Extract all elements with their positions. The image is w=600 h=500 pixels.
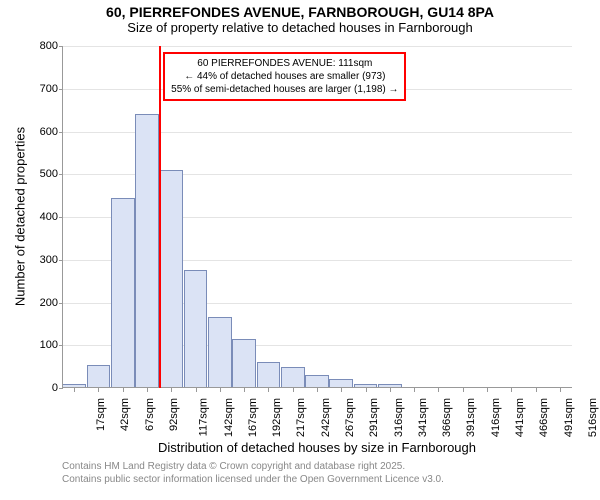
- bar: [135, 114, 159, 388]
- x-tick-mark: [74, 388, 75, 392]
- bar: [111, 198, 135, 388]
- x-tick-label: 142sqm: [223, 398, 235, 437]
- x-tick-mark: [171, 388, 172, 392]
- footer-line2: Contains public sector information licen…: [62, 473, 444, 486]
- y-tick-label: 700: [2, 83, 58, 95]
- chart-title: 60, PIERREFONDES AVENUE, FARNBOROUGH, GU…: [0, 0, 600, 20]
- y-tick-label: 200: [2, 297, 58, 309]
- x-tick-mark: [463, 388, 464, 392]
- y-tick-mark: [59, 132, 63, 133]
- x-tick-label: 366sqm: [441, 398, 453, 437]
- x-tick-mark: [511, 388, 512, 392]
- x-tick-label: 416sqm: [490, 398, 502, 437]
- y-tick-label: 800: [2, 40, 58, 52]
- y-tick-mark: [59, 89, 63, 90]
- x-tick-mark: [560, 388, 561, 392]
- x-tick-label: 491sqm: [563, 398, 575, 437]
- x-tick-label: 441sqm: [514, 398, 526, 437]
- y-tick-mark: [59, 46, 63, 47]
- x-tick-mark: [220, 388, 221, 392]
- bar: [184, 270, 208, 388]
- x-tick-label: 92sqm: [168, 398, 180, 431]
- x-tick-mark: [414, 388, 415, 392]
- x-axis-labels: 17sqm 42sqm 67sqm 92sqm 117sqm 142sqm 167sqm 19…: [62, 388, 572, 448]
- x-tick-label: 117sqm: [198, 398, 210, 436]
- y-axis-title: Number of detached properties: [13, 117, 28, 317]
- callout-line3: 55% of semi-detached houses are larger (…: [171, 83, 398, 96]
- bar: [159, 170, 183, 388]
- callout-line: [159, 46, 161, 388]
- x-tick-label: 17sqm: [95, 398, 107, 431]
- y-tick-label: 100: [2, 339, 58, 351]
- y-tick-mark: [59, 217, 63, 218]
- x-tick-label: 217sqm: [296, 398, 308, 437]
- x-tick-label: 316sqm: [393, 398, 405, 437]
- y-tick-mark: [59, 345, 63, 346]
- x-tick-label: 466sqm: [538, 398, 550, 437]
- x-tick-mark: [366, 388, 367, 392]
- x-tick-label: 391sqm: [466, 398, 478, 437]
- x-tick-mark: [147, 388, 148, 392]
- footer-line1: Contains HM Land Registry data © Crown c…: [62, 460, 444, 473]
- x-tick-label: 192sqm: [271, 398, 283, 437]
- x-tick-label: 167sqm: [247, 398, 259, 437]
- y-tick-label: 500: [2, 168, 58, 180]
- x-tick-label: 291sqm: [368, 398, 380, 437]
- bar: [232, 339, 256, 388]
- y-tick-label: 300: [2, 254, 58, 266]
- x-tick-mark: [244, 388, 245, 392]
- bar: [87, 365, 111, 389]
- callout-line2: ← 44% of detached houses are smaller (97…: [171, 70, 398, 83]
- y-tick-label: 400: [2, 211, 58, 223]
- x-tick-mark: [438, 388, 439, 392]
- x-tick-label: 516sqm: [587, 398, 599, 437]
- x-tick-mark: [293, 388, 294, 392]
- x-tick-mark: [390, 388, 391, 392]
- x-axis-title: Distribution of detached houses by size …: [62, 440, 572, 455]
- y-axis-labels: 0100200300400500600700800: [0, 46, 62, 388]
- plot-area: 60 PIERREFONDES AVENUE: 111sqm← 44% of d…: [62, 46, 572, 388]
- grid-line: [62, 46, 572, 47]
- x-tick-label: 42sqm: [119, 398, 131, 431]
- x-tick-label: 341sqm: [417, 398, 429, 437]
- bar: [281, 367, 305, 388]
- callout-box: 60 PIERREFONDES AVENUE: 111sqm← 44% of d…: [163, 52, 406, 101]
- x-tick-label: 267sqm: [344, 398, 356, 437]
- bar: [208, 317, 232, 388]
- callout-line1: 60 PIERREFONDES AVENUE: 111sqm: [171, 57, 398, 70]
- y-tick-mark: [59, 260, 63, 261]
- y-tick-label: 600: [2, 126, 58, 138]
- x-tick-mark: [98, 388, 99, 392]
- y-tick-mark: [59, 174, 63, 175]
- x-tick-label: 242sqm: [320, 398, 332, 437]
- bar: [257, 362, 281, 388]
- y-tick-label: 0: [2, 382, 58, 394]
- footer-attribution: Contains HM Land Registry data © Crown c…: [62, 460, 444, 486]
- y-tick-mark: [59, 303, 63, 304]
- x-tick-mark: [123, 388, 124, 392]
- x-tick-mark: [536, 388, 537, 392]
- x-tick-mark: [487, 388, 488, 392]
- x-tick-label: 67sqm: [144, 398, 156, 431]
- x-tick-mark: [268, 388, 269, 392]
- x-tick-mark: [341, 388, 342, 392]
- x-tick-mark: [196, 388, 197, 392]
- chart-subtitle: Size of property relative to detached ho…: [0, 20, 600, 35]
- x-tick-mark: [317, 388, 318, 392]
